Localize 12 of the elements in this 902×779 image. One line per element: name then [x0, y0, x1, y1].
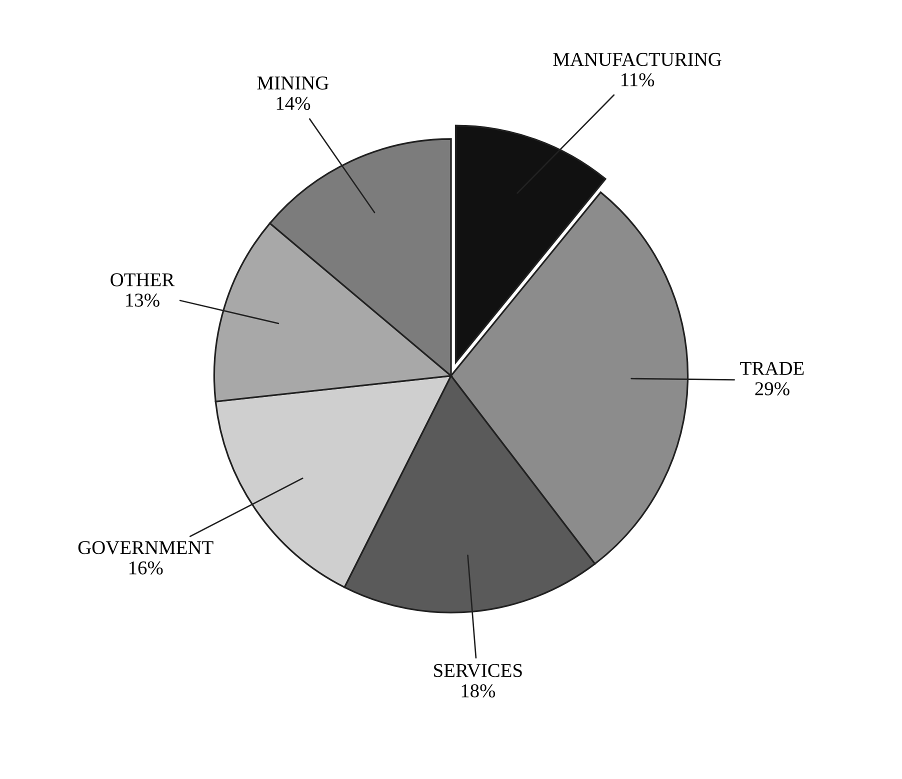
slice-label: GOVERNMENT — [78, 541, 214, 554]
slice-label: MANUFACTURING — [553, 52, 722, 66]
slice-label: TRADE — [740, 362, 804, 375]
data-label: 18% — [462, 684, 496, 698]
data-label: 14% — [276, 96, 310, 110]
slice-label: MINING — [257, 76, 329, 90]
data-label: 29% — [755, 382, 790, 396]
data-label: 16% — [130, 561, 163, 575]
slice-label: SERVICES — [434, 664, 522, 678]
data-label: 11% — [622, 73, 654, 86]
data-label: 13% — [126, 294, 160, 307]
slice-label: OTHER — [110, 273, 175, 286]
